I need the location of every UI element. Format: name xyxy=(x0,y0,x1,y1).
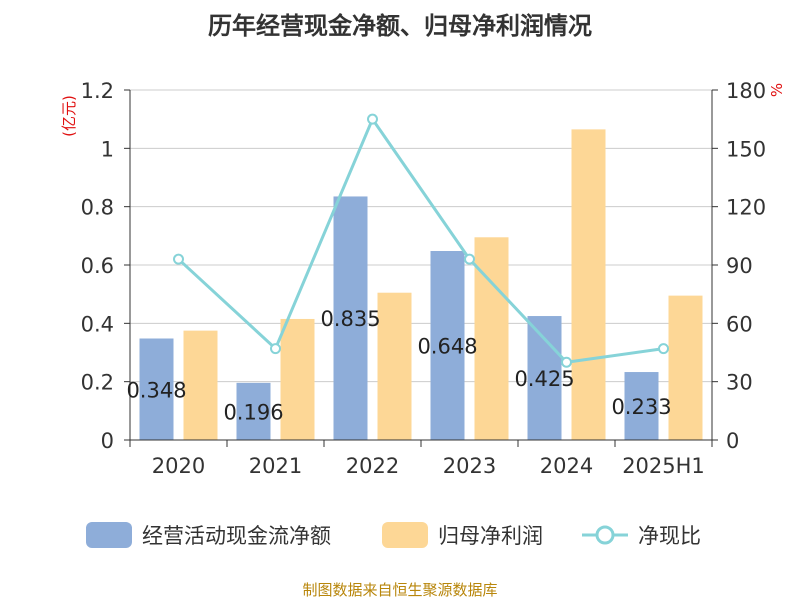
legend-item-cash-flow[interactable]: 经营活动现金流净额 xyxy=(86,518,331,552)
bar-data-label: 0.196 xyxy=(223,400,283,424)
right-tick-label: 60 xyxy=(726,312,753,336)
left-tick-label: 0.4 xyxy=(81,312,114,336)
x-tick-label: 2023 xyxy=(443,454,496,478)
bar-net-profit xyxy=(474,237,509,440)
bar-cash-flow xyxy=(624,372,659,440)
legend-item-ratio[interactable]: 净现比 xyxy=(582,518,701,552)
bar-net-profit xyxy=(571,129,606,440)
x-tick-label: 2025H1 xyxy=(622,454,705,478)
left-tick-label: 0.6 xyxy=(81,254,114,278)
x-tick-label: 2024 xyxy=(540,454,593,478)
bar-net-profit xyxy=(183,330,218,440)
bar-net-profit xyxy=(280,318,315,440)
left-tick-label: 0.8 xyxy=(81,196,114,220)
left-tick-label: 0.2 xyxy=(81,371,114,395)
right-tick-label: 120 xyxy=(726,196,766,220)
bar-cash-flow xyxy=(139,338,174,440)
right-tick-label: 90 xyxy=(726,254,753,278)
left-axis-unit-label: (亿元) xyxy=(60,95,78,137)
ratio-line xyxy=(177,116,664,364)
bar-cash-flow xyxy=(236,382,271,440)
bar-data-label: 0.348 xyxy=(126,378,186,402)
right-tick-label: 0 xyxy=(726,429,739,453)
legend-label-ratio: 净现比 xyxy=(638,524,701,548)
line-circle-marker-icon xyxy=(582,525,628,545)
chart-title: 历年经营现金净额、归母净利润情况 xyxy=(208,12,592,40)
left-tick-label: 0 xyxy=(101,429,114,453)
legend-label-net-profit: 归母净利润 xyxy=(438,524,543,548)
left-tick-label: 1 xyxy=(101,137,114,161)
ratio-point xyxy=(270,343,281,355)
bar-swatch-orange-icon xyxy=(382,522,428,548)
ratio-point xyxy=(173,253,184,265)
bar-net-profit xyxy=(668,295,703,440)
bar-cash-flow xyxy=(430,251,465,440)
ratio-point xyxy=(464,253,475,265)
bar-data-label: 0.648 xyxy=(417,335,477,359)
right-tick-label: 180 xyxy=(726,79,766,103)
x-tick-label: 2022 xyxy=(346,454,399,478)
right-axis-unit-label: % xyxy=(768,83,786,97)
x-tick-label: 2020 xyxy=(152,454,205,478)
bar-swatch-blue-icon xyxy=(86,522,132,548)
left-tick-label: 1.2 xyxy=(81,79,114,103)
right-tick-label: 30 xyxy=(726,371,753,395)
bar-data-label: 0.425 xyxy=(514,367,574,391)
legend-item-net-profit[interactable]: 归母净利润 xyxy=(382,518,543,552)
legend-label-cash-flow: 经营活动现金流净额 xyxy=(142,524,331,548)
x-tick-label: 2021 xyxy=(249,454,302,478)
data-source-note: 制图数据来自恒生聚源数据库 xyxy=(302,581,498,599)
ratio-point xyxy=(561,356,572,368)
ratio-point xyxy=(658,343,669,355)
legend: 经营活动现金流净额 归母净利润 净现比 xyxy=(0,518,800,552)
bar-data-label: 0.233 xyxy=(611,395,671,419)
bar-net-profit xyxy=(377,292,412,440)
bar-cash-flow xyxy=(333,196,368,440)
ratio-point xyxy=(367,113,378,125)
bar-data-label: 0.835 xyxy=(320,307,380,331)
right-tick-label: 150 xyxy=(726,137,766,161)
